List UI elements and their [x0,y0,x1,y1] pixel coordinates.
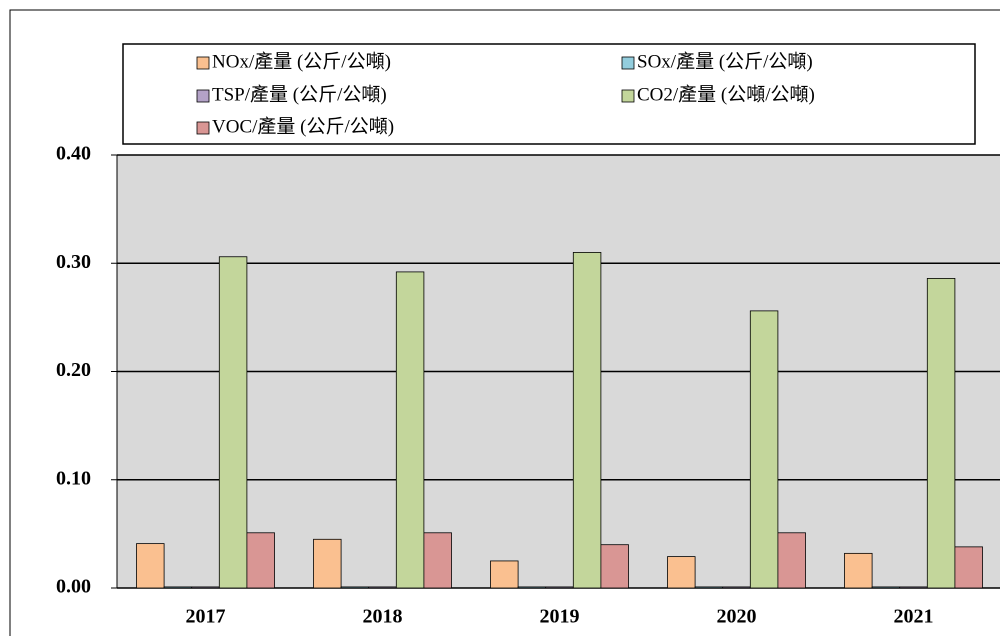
legend-label: CO2/產量 (公噸/公噸) [637,83,815,105]
y-tick-label: 0.20 [56,359,91,381]
y-tick-label: 0.30 [56,251,91,273]
y-tick-label: 0.10 [56,467,91,489]
y-tick-label: 0.40 [56,143,91,165]
bar [871,586,901,589]
bar [246,532,275,589]
bar [844,552,873,589]
bar [667,556,696,589]
bar [722,586,751,589]
legend-box [122,43,976,145]
x-tick-label: 2019 [540,606,580,628]
bar [218,256,248,589]
legend-swatch [196,89,210,103]
y-tick-label: 0.00 [56,576,91,598]
bar [777,532,806,589]
bar [926,278,956,589]
legend-label: SOx/產量 (公斤/公噸) [637,50,813,72]
legend-swatch [621,56,635,70]
bar [954,546,983,589]
x-tick-label: 2020 [717,606,757,628]
bar [545,586,574,589]
legend-swatch [196,56,210,70]
bar [313,538,342,589]
bar [395,271,425,589]
legend-swatch [621,89,635,103]
bar [368,586,397,589]
x-tick-label: 2021 [894,606,934,628]
legend-label: NOx/產量 (公斤/公噸) [212,50,391,72]
bar [694,586,724,589]
bar [340,586,370,589]
bar [490,560,519,589]
bar [749,310,779,589]
bar [136,543,165,589]
bar [572,252,602,589]
bar [163,586,193,589]
bar [517,586,547,589]
bar [423,532,452,589]
x-tick-label: 2018 [363,606,403,628]
legend-label: TSP/產量 (公斤/公噸) [212,83,387,105]
legend-swatch [196,121,210,135]
bar [899,586,928,589]
legend-label: VOC/產量 (公斤/公噸) [212,115,394,137]
bar [191,586,220,589]
x-tick-label: 2017 [186,606,226,628]
bar [600,544,629,589]
